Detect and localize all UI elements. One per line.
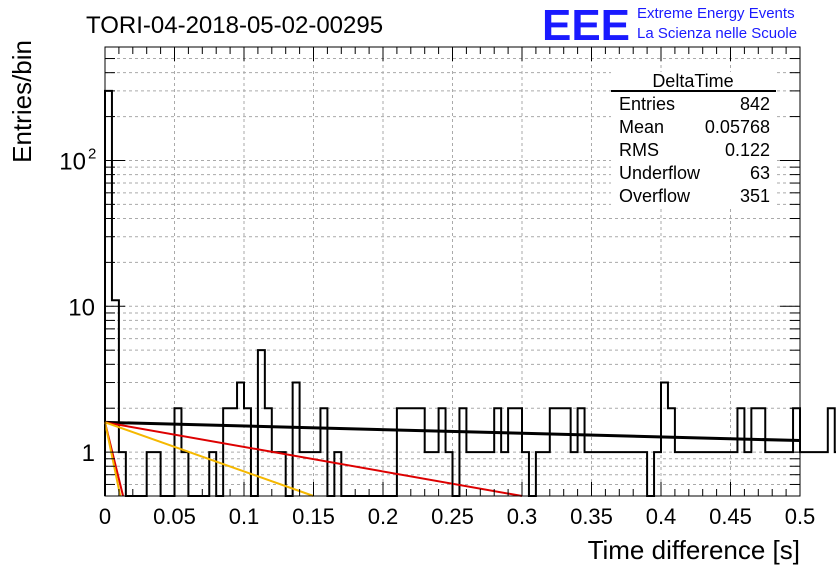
stats-row-value: 0.122 (725, 140, 770, 160)
x-tick-label: 0.35 (570, 504, 613, 529)
fit-curve (104, 421, 314, 497)
x-tick-label: 0.25 (431, 504, 474, 529)
x-tick-label: 0.45 (709, 504, 752, 529)
stats-row-value: 0.05768 (705, 117, 770, 137)
eee-logo-line2: La Scienza nelle Scuole (637, 25, 797, 42)
tick-labels: 0 0.05 0.1 0.15 0.2 0.25 0.3 0.35 0.4 0.45 0.5 1 10 1… (59, 145, 815, 529)
stats-box-title: DeltaTime (652, 71, 733, 91)
stats-row-value: 63 (750, 163, 770, 183)
y-tick-label: 1 (82, 440, 95, 467)
y-axis-label: Entries/bin (7, 40, 37, 163)
x-tick-label: 0.3 (507, 504, 538, 529)
x-tick-label: 0.05 (153, 504, 196, 529)
stats-row-label: RMS (619, 140, 659, 160)
y-tick-label: 10 (68, 294, 95, 321)
stats-row-label: Overflow (619, 186, 691, 206)
stats-row-value: 351 (740, 186, 770, 206)
eee-logo: EEE Extreme Energy Events La Scienza nel… (542, 1, 797, 50)
x-tick-label: 0.15 (292, 504, 335, 529)
x-tick-label: 0.5 (785, 504, 816, 529)
stats-row-label: Underflow (619, 163, 701, 183)
x-tick-label: 0.2 (368, 504, 399, 529)
fit-curve (104, 420, 801, 443)
chart-title: TORI-04-2018-05-02-00295 (86, 12, 383, 39)
x-tick-label: 0.4 (646, 504, 677, 529)
stats-row-label: Mean (619, 117, 664, 137)
eee-logo-line1: Extreme Energy Events (637, 5, 795, 22)
stats-row-label: Entries (619, 94, 675, 114)
x-tick-label: 0 (99, 504, 111, 529)
x-axis-label: Time difference [s] (588, 535, 800, 565)
y-tick-label: 10 (59, 148, 86, 175)
y-tick-label-exponent: 2 (88, 145, 96, 162)
grid (105, 46, 800, 497)
stats-box: DeltaTime Entries 842 Mean 0.05768 RMS 0.122 U… (611, 71, 776, 208)
stats-row-value: 842 (740, 94, 770, 114)
axis-ticks (104, 46, 801, 497)
eee-logo-text: EEE (542, 1, 630, 50)
x-tick-label: 0.1 (229, 504, 260, 529)
